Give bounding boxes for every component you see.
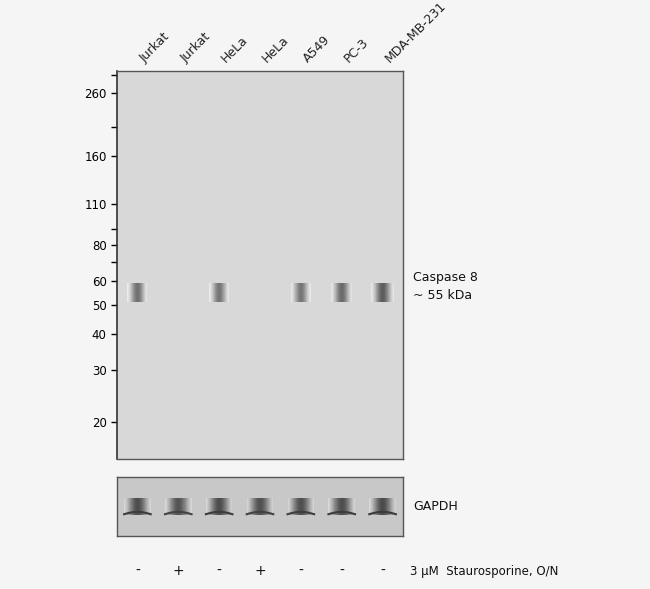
Text: Jurkat: Jurkat — [178, 30, 213, 65]
Text: -: - — [216, 564, 222, 578]
Text: A549: A549 — [301, 33, 333, 65]
Text: HeLa: HeLa — [219, 33, 251, 65]
Text: Caspase 8: Caspase 8 — [413, 272, 478, 284]
Text: MDA-MB-231: MDA-MB-231 — [383, 0, 448, 65]
Text: PC-3: PC-3 — [342, 35, 371, 65]
Text: +: + — [254, 564, 266, 578]
Text: GAPDH: GAPDH — [413, 500, 458, 513]
Text: Jurkat: Jurkat — [137, 30, 172, 65]
Text: -: - — [135, 564, 140, 578]
Text: HeLa: HeLa — [260, 33, 292, 65]
Text: 3 μM  Staurosporine, O/N: 3 μM Staurosporine, O/N — [410, 565, 558, 578]
Text: -: - — [298, 564, 304, 578]
Text: -: - — [339, 564, 344, 578]
Text: +: + — [172, 564, 184, 578]
Text: ~ 55 kDa: ~ 55 kDa — [413, 289, 472, 302]
Text: -: - — [380, 564, 385, 578]
